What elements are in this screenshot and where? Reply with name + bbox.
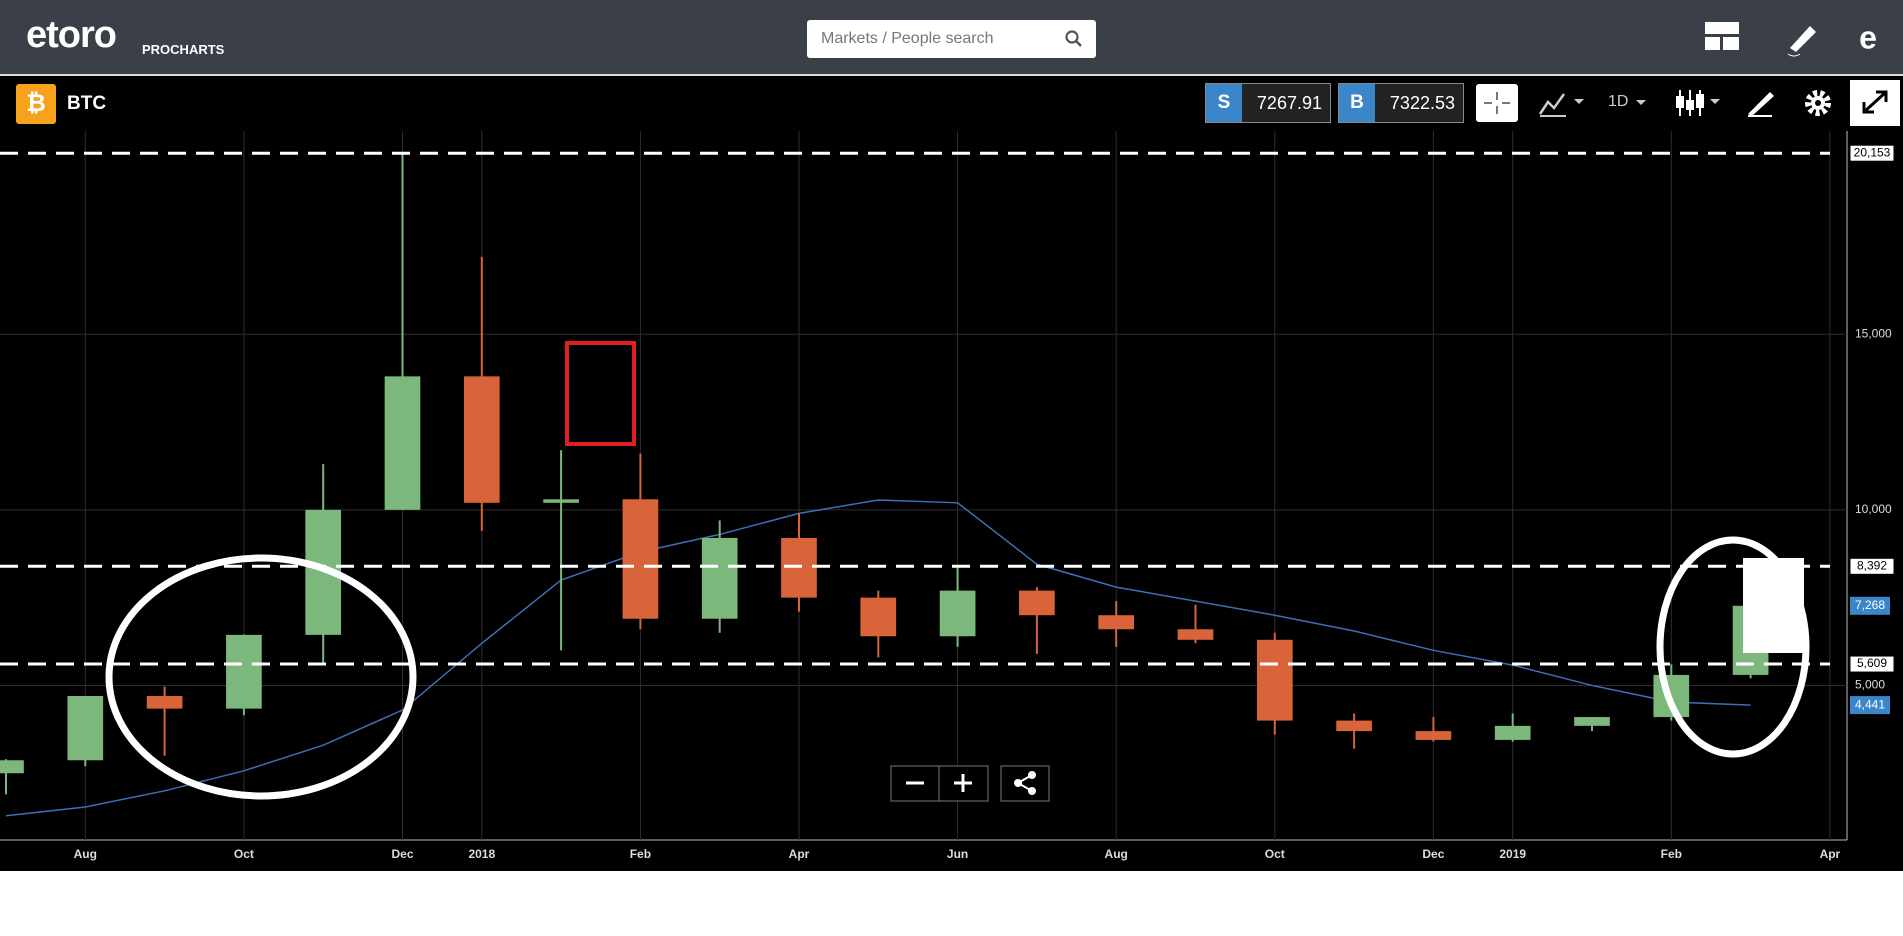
price-marker — [1850, 696, 1890, 715]
level-label: 8,392 — [1857, 558, 1887, 572]
candle-body — [939, 590, 976, 637]
x-tick-label: Feb — [1661, 847, 1682, 861]
candle-body — [1177, 629, 1214, 640]
header: etoro PROCHARTS Markets / People search … — [0, 0, 1903, 76]
level-label: 5,609 — [1857, 656, 1887, 670]
x-tick-label: Apr — [789, 847, 810, 861]
sell-button[interactable]: S 7267.91 — [1205, 83, 1331, 123]
drawing-tools-button[interactable] — [1744, 86, 1778, 120]
logo[interactable]: etoro — [26, 14, 117, 56]
btc-icon: ₿ — [16, 84, 56, 124]
price-marker-label: 4,441 — [1855, 697, 1885, 711]
share-button[interactable] — [1000, 765, 1050, 802]
candle-body — [67, 695, 104, 761]
settings-button[interactable] — [1801, 86, 1835, 120]
symbol: BTC — [67, 93, 107, 114]
candle-body — [463, 376, 500, 503]
cover-box — [1743, 558, 1804, 653]
price-marker — [1850, 596, 1890, 615]
crosshair-button[interactable] — [1476, 84, 1518, 122]
x-tick-label: Jun — [947, 847, 968, 861]
y-tick-label: 10,000 — [1855, 502, 1892, 516]
sell-price: 7267.91 — [1256, 93, 1322, 113]
timeframe-caret — [1636, 100, 1646, 105]
timeframe[interactable]: 1D — [1608, 93, 1629, 110]
x-tick-label: 2019 — [1499, 847, 1526, 861]
x-tick-label: Apr — [1820, 847, 1841, 861]
candle-body — [1415, 731, 1452, 740]
x-tick-label: Dec — [391, 847, 413, 861]
candle-body — [701, 537, 738, 619]
level-label: 20,153 — [1854, 145, 1891, 159]
candle-body — [1336, 720, 1372, 732]
layout-icon[interactable] — [1705, 22, 1741, 52]
x-tick-label: Oct — [1265, 847, 1285, 861]
hand-circle — [105, 554, 417, 800]
x-tick-label: Aug — [1105, 847, 1128, 861]
sell-label: S — [1206, 84, 1242, 122]
candle-body — [543, 499, 579, 503]
candle-body — [1256, 639, 1293, 721]
highlight-box — [565, 341, 636, 446]
x-tick-label: 2018 — [468, 847, 495, 861]
x-tick-label: Dec — [1422, 847, 1444, 861]
profile-icon[interactable]: e — [1848, 18, 1888, 58]
annotations — [105, 341, 1810, 800]
zoom-controls — [890, 765, 1050, 802]
candle-body — [622, 499, 659, 619]
svg-text:e: e — [1859, 19, 1877, 55]
collapse-button[interactable] — [1850, 80, 1900, 126]
search-placeholder: Markets / People search — [821, 30, 994, 47]
candle-body — [146, 695, 183, 709]
candle-body — [384, 376, 421, 510]
pencil-icon[interactable] — [1782, 18, 1822, 58]
candle-body — [1574, 717, 1610, 726]
chart-background — [0, 131, 1903, 871]
price-marker-label: 7,268 — [1855, 598, 1885, 612]
buy-button[interactable]: B 7322.53 — [1338, 83, 1464, 123]
buy-price: 7322.53 — [1389, 93, 1455, 113]
search-box[interactable]: Markets / People search — [807, 20, 1096, 58]
product-name: PROCHARTS — [142, 42, 225, 57]
candle-body — [226, 634, 262, 709]
level-label-box — [1849, 655, 1895, 673]
candle-body — [1098, 615, 1135, 630]
x-tick-label: Aug — [74, 847, 97, 861]
toolbar: ₿ BTC S 7267.91 B 7322.53 1D — [0, 76, 1903, 131]
level-label-box — [1849, 557, 1895, 575]
candle-body — [0, 760, 24, 774]
chart: 5,000 10,000 15,000 Aug Oct Dec 2018 Feb Apr Jun A… — [0, 131, 1903, 871]
moving-average-line — [5, 499, 1751, 817]
candle-style-button[interactable] — [1672, 86, 1724, 120]
buy-label: B — [1339, 84, 1375, 122]
search-icon — [1065, 30, 1082, 47]
y-tick-label: 15,000 — [1855, 326, 1892, 340]
x-tick-label: Feb — [630, 847, 651, 861]
x-tick-label: Oct — [234, 847, 254, 861]
hand-circle — [1656, 536, 1810, 758]
chart-type-button[interactable] — [1536, 86, 1588, 120]
y-tick-label: 5,000 — [1855, 678, 1885, 692]
candle-body — [860, 597, 897, 637]
candle-body — [1494, 725, 1531, 740]
level-label-box — [1849, 144, 1895, 162]
candle-body — [1019, 590, 1055, 616]
